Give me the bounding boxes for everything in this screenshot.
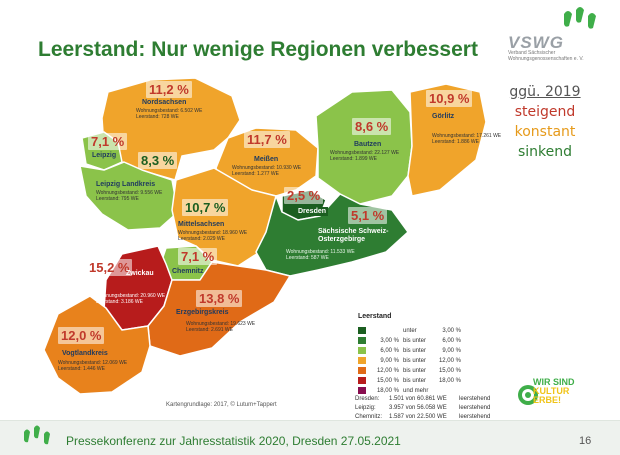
name-leipzig-landkreis: Leipzig Landkreis (96, 181, 156, 188)
pct-erzgebirgskreis: 13,8 % (196, 290, 243, 307)
map-legend-title: Leerstand (358, 313, 392, 320)
footer-bar (0, 420, 620, 455)
map-legend-row: 18,00 % und mehr (358, 386, 461, 395)
bestand-bautzen: Wohnungsbestand: 22.127 WE (330, 150, 400, 156)
map-legend-row: 6,00 % bis unter 9,00 % (358, 346, 461, 355)
city-stat-chemnitz: Chemnitz: 1.587 von 22.500 WE leerstehend (355, 414, 491, 420)
name-dresden: Dresden (296, 207, 329, 216)
leerstand-meissen: Leerstand: 1.277 WE (232, 171, 279, 177)
kulturerbe-badge (518, 385, 538, 405)
name-erzgebirgskreis: Erzgebirgskreis (176, 309, 229, 316)
map-legend-row: 3,00 % bis unter 6,00 % (358, 336, 461, 345)
leerstand-zwickau: Leerstand: 3.186 WE (96, 299, 143, 305)
pct-bautzen: 8,6 % (352, 118, 392, 135)
vswg-logo (564, 7, 596, 29)
leerstand-goerlitz: Leerstand: 1.886 WE (432, 139, 479, 145)
legend-swatch (358, 347, 366, 354)
region-mittelsachsen (171, 167, 283, 267)
legend-swatch (358, 327, 366, 334)
map-legend-row: unter 3,00 % (358, 326, 461, 335)
region-vogtlandkreis (43, 295, 151, 395)
bestand-meissen: Wohnungsbestand: 10.930 WE (232, 165, 302, 171)
pct-dresden: 2,5 % (284, 187, 324, 204)
leerstand-nordsachsen: Leerstand: 728 WE (136, 114, 179, 120)
legend-swatch (358, 367, 366, 374)
bestand-nordsachsen: Wohnungsbestand: 6.502 WE (136, 108, 203, 114)
pct-nordsachsen: 11,2 % (146, 81, 192, 98)
trend-rising: steigend (514, 104, 576, 120)
bestand-saechsische-schweiz: Wohnungsbestand: 11.533 WE (286, 249, 355, 255)
name-saechsische-schweiz: Sächsische Schweiz-Osterzgebirge (318, 228, 389, 243)
page-number: 16 (579, 435, 592, 447)
region-goerlitz (407, 83, 487, 197)
bestand-mittelsachsen: Wohnungsbestand: 18.960 WE (178, 230, 248, 236)
bestand-goerlitz: Wohnungsbestand: 17.261 WE (432, 133, 502, 139)
name-bautzen: Bautzen (354, 141, 382, 148)
pct-leipzig: 7,1 % (88, 133, 128, 150)
pct-meissen: 11,7 % (244, 131, 290, 148)
name-meissen: Meißen (254, 156, 279, 163)
leerstand-vogtlandkreis: Leerstand: 1.446 WE (58, 366, 105, 372)
name-zwickau: Zwickau (126, 270, 154, 277)
name-vogtlandkreis: Vogtlandkreis (62, 350, 108, 357)
trend-legend-heading: ggü. 2019 (509, 84, 581, 100)
leerstand-mittelsachsen: Leerstand: 2.029 WE (178, 236, 225, 242)
name-goerlitz: Görlitz (432, 113, 455, 120)
trend-constant: konstant (514, 124, 576, 140)
trend-falling: sinkend (517, 144, 573, 160)
legend-swatch (358, 357, 366, 364)
pct-mittelsachsen: 10,7 % (182, 199, 229, 216)
pct-vogtlandkreis: 12,0 % (58, 327, 105, 344)
city-stat-dresden: Dresden: 1.501 von 60.861 WE leerstehend (355, 396, 491, 402)
map-legend-row: 15,00 % bis unter 18,00 % (358, 376, 461, 385)
logo-subtitle: Verband Sächsischer Wohnungsgenossenscha… (508, 50, 584, 62)
legend-swatch (358, 377, 366, 384)
map-credit: Kartengrundlage: 2017, © Lutum+Tappert (166, 402, 277, 408)
logo-name: VSWG (508, 33, 564, 52)
page-title: Leerstand: Nur wenige Regionen verbesser… (38, 38, 478, 61)
pct-saechsische-schweiz: 5,1 % (348, 207, 388, 224)
bestand-erzgebirgskreis: Wohnungsbestand: 19.623 WE (186, 321, 256, 327)
footer-text: Pressekonferenz zur Jahresstatistik 2020… (66, 434, 401, 448)
city-stat-leipzig: Leipzig: 3.957 von 56.058 WE leerstehend (355, 405, 491, 411)
name-mittelsachsen: Mittelsachsen (178, 221, 225, 228)
map-legend-row: 9,00 % bis unter 12,00 % (358, 356, 461, 365)
name-leipzig: Leipzig (92, 152, 117, 159)
footer-logo-icon (24, 425, 50, 445)
legend-swatch (358, 387, 366, 394)
pct-goerlitz: 10,9 % (426, 90, 473, 107)
name-chemnitz: Chemnitz (172, 268, 204, 275)
name-nordsachsen: Nordsachsen (142, 99, 187, 106)
bestand-vogtlandkreis: Wohnungsbestand: 12.069 WE (58, 360, 128, 366)
pct-leipzig-landkreis: 8,3 % (138, 152, 178, 169)
legend-swatch (358, 337, 366, 344)
badge-text: WIR SIND KULTUR ERBE! (533, 377, 575, 405)
leerstand-bautzen: Leerstand: 1.899 WE (330, 156, 377, 162)
leerstand-erzgebirgskreis: Leerstand: 2.691 WE (186, 327, 233, 333)
pct-chemnitz: 7,1 % (178, 248, 218, 265)
map-legend-row: 12,00 % bis unter 15,00 % (358, 366, 461, 375)
bestand-leipzig-landkreis: Wohnungsbestand: 9.556 WE (96, 190, 163, 196)
leerstand-leipzig-landkreis: Leerstand: 795 WE (96, 196, 139, 202)
pct-zwickau: 15,2 % (86, 259, 133, 276)
trend-legend: ggü. 2019 steigend konstant sinkend (498, 82, 592, 162)
bestand-zwickau: Wohnungsbestand: 20.960 WE (96, 293, 166, 299)
leerstand-saechsische-schweiz: Leerstand: 587 WE (286, 255, 329, 261)
